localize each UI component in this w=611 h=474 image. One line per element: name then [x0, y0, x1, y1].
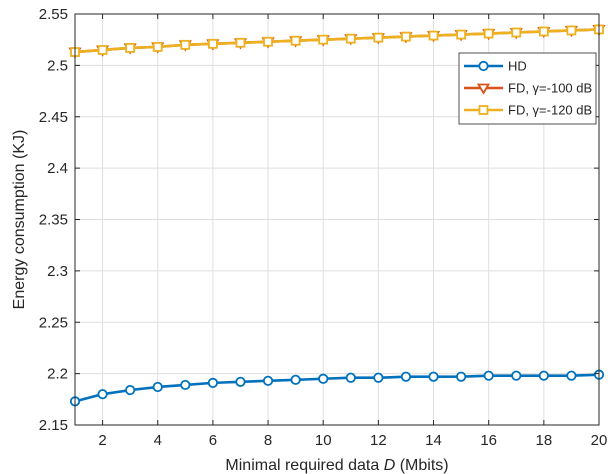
y-tick-label: 2.5: [47, 57, 68, 74]
data-point: [318, 373, 329, 384]
data-point: [180, 379, 191, 391]
data-point: [263, 36, 273, 47]
ticks: 2 4 6 8 10 12 14 16 18 20 2.15 2.2 2.25 2.3 2.35 2.4 2.4…: [39, 6, 608, 449]
x-tick-label: 10: [315, 432, 332, 449]
x-tick-label: 18: [535, 432, 552, 449]
data-point: [401, 31, 411, 42]
x-tick-label: 6: [209, 432, 217, 449]
legend-label: FD, γ=-100 dB: [508, 81, 592, 96]
x-axis-label-unit: (Mbits): [395, 457, 448, 474]
data-point: [345, 372, 356, 383]
legend-marker: [476, 83, 491, 95]
legend-marker: [478, 105, 489, 115]
x-tick-label: 8: [264, 432, 272, 449]
data-point: [125, 384, 136, 396]
data-point: [125, 43, 136, 53]
y-tick-label: 2.35: [39, 212, 68, 229]
data-point: [373, 372, 384, 383]
data-point: [511, 27, 522, 38]
data-point: [152, 41, 163, 52]
data-point: [262, 375, 274, 386]
data-point: [538, 26, 549, 37]
data-point: [235, 376, 246, 387]
data-point: [483, 370, 494, 381]
x-axis-label-variable: D: [384, 457, 396, 474]
x-tick-label: 4: [154, 432, 162, 449]
data-point: [180, 39, 191, 50]
data-point: [428, 371, 439, 382]
data-point: [400, 371, 412, 382]
data-point: [235, 37, 246, 48]
data-point: [207, 377, 218, 388]
y-tick-label: 2.4: [47, 160, 68, 177]
data-point: [318, 34, 329, 45]
legend-label: FD, γ=-120 dB: [508, 103, 592, 118]
x-tick-label: 2: [98, 432, 106, 449]
data-point: [538, 370, 549, 381]
x-tick-label: 14: [425, 432, 442, 449]
data-point: [566, 370, 577, 381]
data-point: [566, 25, 577, 36]
legend-label: HD: [508, 59, 527, 74]
y-axis-label: Energy consumption (KJ): [11, 130, 28, 310]
x-tick-label: 16: [480, 432, 497, 449]
y-tick-label: 2.2: [47, 366, 68, 383]
y-tick-label: 2.25: [39, 314, 68, 331]
x-tick-label: 12: [370, 432, 387, 449]
legend: HD FD, γ=-100 dB FD, γ=-120 dB: [458, 52, 597, 125]
x-tick-label: 20: [591, 432, 608, 449]
data-point: [456, 29, 467, 40]
data-point: [428, 30, 439, 41]
y-tick-label: 2.15: [39, 417, 68, 434]
y-tick-label: 2.45: [39, 109, 68, 126]
x-axis-label: Minimal required data D (Mbits): [225, 457, 448, 474]
data-point: [207, 38, 218, 49]
data-point: [345, 33, 356, 44]
data-point: [97, 389, 108, 400]
data-point: [373, 32, 384, 43]
data-point: [97, 45, 108, 55]
data-point: [290, 35, 301, 46]
data-point: [511, 370, 522, 381]
y-tick-label: 2.3: [47, 263, 68, 280]
y-tick-label: 2.55: [39, 6, 68, 23]
series-3: [70, 24, 604, 57]
data-point: [483, 28, 494, 39]
data-point: [456, 371, 467, 382]
x-axis-label-part: Minimal required data: [225, 457, 383, 474]
data-point: [290, 374, 301, 385]
legend-marker: [478, 60, 489, 72]
data-point: [152, 381, 163, 393]
